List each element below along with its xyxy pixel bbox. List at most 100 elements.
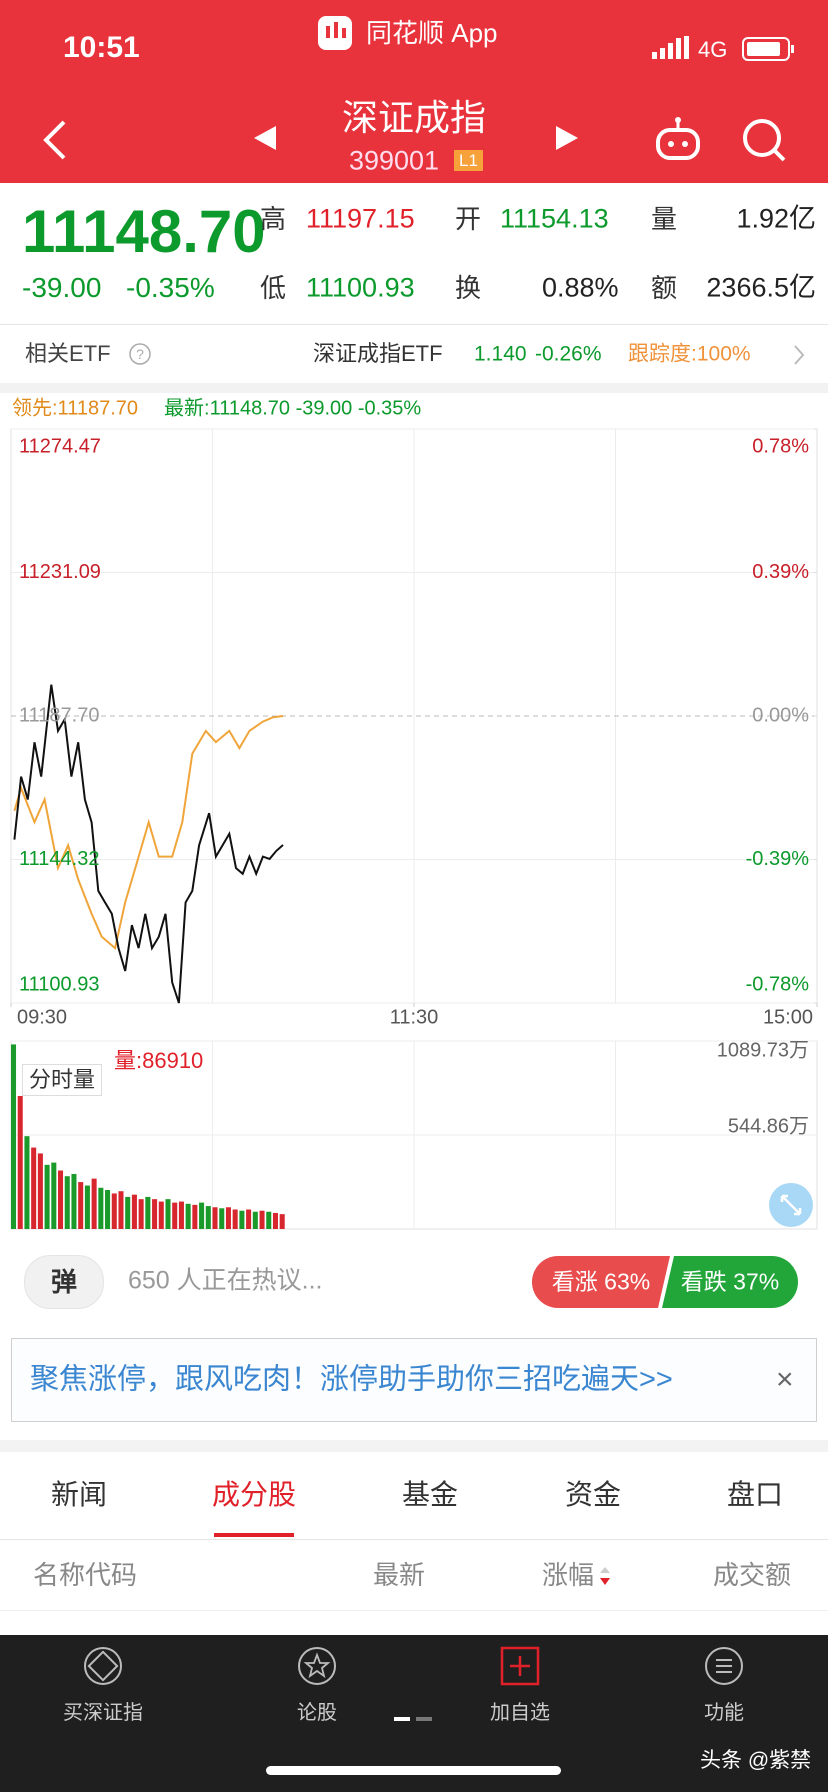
table-header[interactable]: 涨幅 (541, 1560, 595, 1590)
y2-tick-label: -0.78% (746, 973, 810, 995)
tab[interactable]: 盘口 (726, 1479, 784, 1510)
stat-value: 11100.93 (306, 272, 415, 303)
network: 4G (698, 37, 728, 62)
etf-price: 1.140 (474, 342, 527, 366)
page-dot (416, 1717, 432, 1721)
nav-label[interactable]: 论股 (297, 1702, 337, 1724)
table-header[interactable]: 名称代码 (33, 1560, 138, 1590)
nav-label[interactable]: 加自选 (490, 1702, 550, 1724)
vote-pills (532, 1256, 798, 1308)
volume-bar (91, 1178, 97, 1229)
header-bar (0, 0, 828, 183)
nav-label[interactable]: 功能 (704, 1702, 744, 1724)
y-tick-label: 11187.70 (19, 704, 99, 726)
tab[interactable]: 成分股 (211, 1479, 297, 1510)
nav-icon (705, 1647, 743, 1685)
bear-vote[interactable]: 看跌 37% (680, 1268, 780, 1295)
table-header[interactable]: 最新 (372, 1560, 426, 1590)
table-header[interactable]: 成交额 (712, 1560, 792, 1590)
home-indicator (266, 1766, 561, 1775)
volume-bar (172, 1202, 178, 1229)
x-tick-label: 11:30 (390, 1006, 439, 1028)
volume-bar (84, 1185, 90, 1229)
y2-tick-label: 0.78% (752, 435, 809, 457)
stat-label: 开 (455, 204, 482, 234)
stat-value: 2366.5亿 (706, 272, 816, 303)
volume-bar (158, 1201, 164, 1229)
chevron (794, 345, 805, 365)
volume-bar (58, 1170, 64, 1229)
stat-value: 11197.15 (306, 203, 415, 234)
volume-bar (131, 1194, 137, 1229)
volume-bar (266, 1211, 272, 1229)
nav-label[interactable]: 买深证指 (63, 1702, 143, 1724)
x-tick-label: 09:30 (17, 1006, 67, 1028)
nav-icon (84, 1647, 122, 1685)
volume-bar (71, 1173, 77, 1229)
change-pct: -0.35% (126, 272, 215, 303)
status-time: 10:51 (63, 33, 140, 78)
stat-label: 额 (651, 273, 678, 303)
volume-bar (125, 1196, 131, 1229)
volume-bar (111, 1193, 117, 1229)
search-button[interactable] (740, 116, 788, 164)
etf-tracking: 跟踪度:100% (628, 342, 751, 366)
bottom-nav: 买深证指 论股 加自选 功能 头条 @紫禁 (0, 1635, 828, 1792)
y2-tick-label: 0.39% (752, 561, 809, 583)
volume-bar (64, 1176, 70, 1229)
section-gap (0, 1440, 828, 1452)
bull-vote[interactable]: 看涨 63% (551, 1268, 651, 1295)
watermark: 头条 @紫禁 (700, 1749, 812, 1772)
danmaku-button[interactable]: 弹 (24, 1255, 104, 1309)
banner[interactable] (11, 1338, 817, 1422)
index-title: 深证成指 (341, 97, 487, 138)
discussion-text: 650 人正在热议... (128, 1266, 323, 1295)
page-dot (394, 1717, 410, 1721)
nav-icon (298, 1647, 336, 1685)
volume-bar (246, 1209, 252, 1229)
tab[interactable]: 新闻 (50, 1479, 108, 1510)
stat-value: 1.92亿 (736, 203, 816, 234)
banner-text[interactable]: 聚焦涨停，跟风吃肉！涨停助手助你三招吃遍天>> (30, 1363, 673, 1396)
last-price: 11148.70 (22, 198, 266, 265)
legend-entry: 最新:11148.70 -39.00 -0.35% (164, 396, 421, 419)
divider (0, 1539, 828, 1540)
volume-bar (212, 1207, 218, 1229)
robot-button[interactable] (654, 116, 702, 164)
y-tick-label: 544.86万 (728, 1115, 809, 1137)
volume-bar (205, 1206, 211, 1229)
volume-bar (185, 1203, 191, 1229)
stat-label: 量 (651, 204, 678, 234)
volume-bar (192, 1204, 198, 1229)
stat-value: 0.88% (542, 272, 619, 303)
intraday-chart: 11274.47 11231.09 11187.70 11144.32 11100.93… (10, 396, 818, 1230)
volume-bar (225, 1207, 231, 1229)
etf-name[interactable]: 深证成指ETF (313, 341, 443, 366)
help-icon[interactable]: ? (128, 342, 152, 366)
x-tick-label: 15:00 (763, 1006, 813, 1028)
back-button[interactable] (40, 118, 70, 162)
volume-bar (105, 1190, 111, 1229)
volume-bar (138, 1199, 144, 1229)
nav-icon (500, 1646, 540, 1686)
volume-bar (272, 1212, 278, 1229)
stat-label: 高 (260, 204, 287, 234)
volume-bar (37, 1153, 43, 1229)
tab-underline (214, 1533, 294, 1537)
volume-label: 量:86910 (114, 1048, 204, 1073)
banner-close[interactable]: × (776, 1363, 794, 1396)
tab[interactable]: 资金 (564, 1479, 622, 1510)
y-tick-label: 11274.47 (19, 435, 101, 457)
battery-icon (742, 37, 794, 61)
y2-tick-label: -0.39% (746, 848, 810, 870)
signal-icon (652, 36, 689, 59)
prev-button[interactable] (252, 124, 278, 152)
next-button[interactable] (554, 124, 580, 152)
app-name: 同花顺 App (366, 18, 498, 48)
volume-bar (44, 1164, 50, 1229)
volume-bar (98, 1187, 104, 1229)
tab[interactable]: 基金 (401, 1479, 459, 1510)
volume-title[interactable]: 分时量 (22, 1064, 103, 1096)
expand-button[interactable] (768, 1182, 814, 1228)
volume-bar (24, 1136, 30, 1229)
